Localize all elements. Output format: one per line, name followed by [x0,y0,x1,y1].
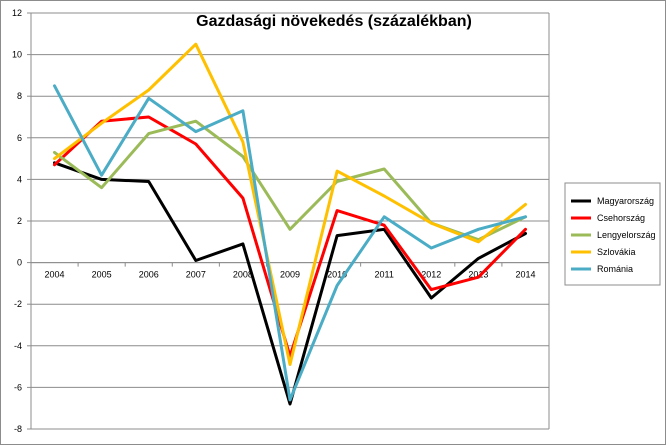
legend: Magyarország Csehország Lengyelország Szlov… [564,182,661,286]
series-line-1 [53,115,527,358]
y-tick-label: 0 [17,258,22,268]
y-tick-label: 10 [12,50,22,60]
chart-title: Gazdasági növekedés (százalékban) [196,13,472,30]
x-tick-label: 2011 [375,270,394,280]
y-tick-label: 4 [17,174,22,184]
x-tick-label: 2012 [421,270,441,280]
y-tick-label: 12 [12,8,22,18]
x-tick-label: 2013 [468,270,488,280]
legend-entry: Szlovákia [597,247,636,257]
series-lines [53,42,527,406]
legend-entry: Románia [597,264,633,274]
x-axis-tick-labels: 2004 2005 2006 2007 2008 2009 2010 2011 2012 2013… [45,270,536,280]
y-axis-tick-labels: -8 -6 -4 -2 0 2 4 6 8 10 12 [12,8,22,434]
y-tick-label: -4 [14,341,22,351]
y-tick-label: -8 [14,424,22,434]
x-tick-label: 2006 [139,270,159,280]
y-tick-label: 2 [17,216,22,226]
x-tick-label: 2010 [327,270,347,280]
x-tick-label: 2005 [92,270,112,280]
x-tick-label: 2007 [186,270,206,280]
legend-entry: Magyarország [597,196,654,206]
legend-entry: Lengyelország [597,230,656,240]
x-tick-label: 2004 [45,270,65,280]
gridlines [31,12,549,430]
x-tick-label: 2008 [233,270,253,280]
series-line-4 [53,84,527,402]
x-tick-label: 2009 [280,270,300,280]
y-tick-label: -2 [14,299,22,309]
y-tick-label: 6 [17,133,22,143]
y-tick-label: 8 [17,91,22,101]
series-line-3 [53,42,527,366]
y-tick-label: -6 [14,382,22,392]
legend-entry: Csehország [597,213,645,223]
legend-items: Magyarország Csehország Lengyelország Szlov… [571,196,656,274]
x-tick-label: 2014 [515,270,535,280]
